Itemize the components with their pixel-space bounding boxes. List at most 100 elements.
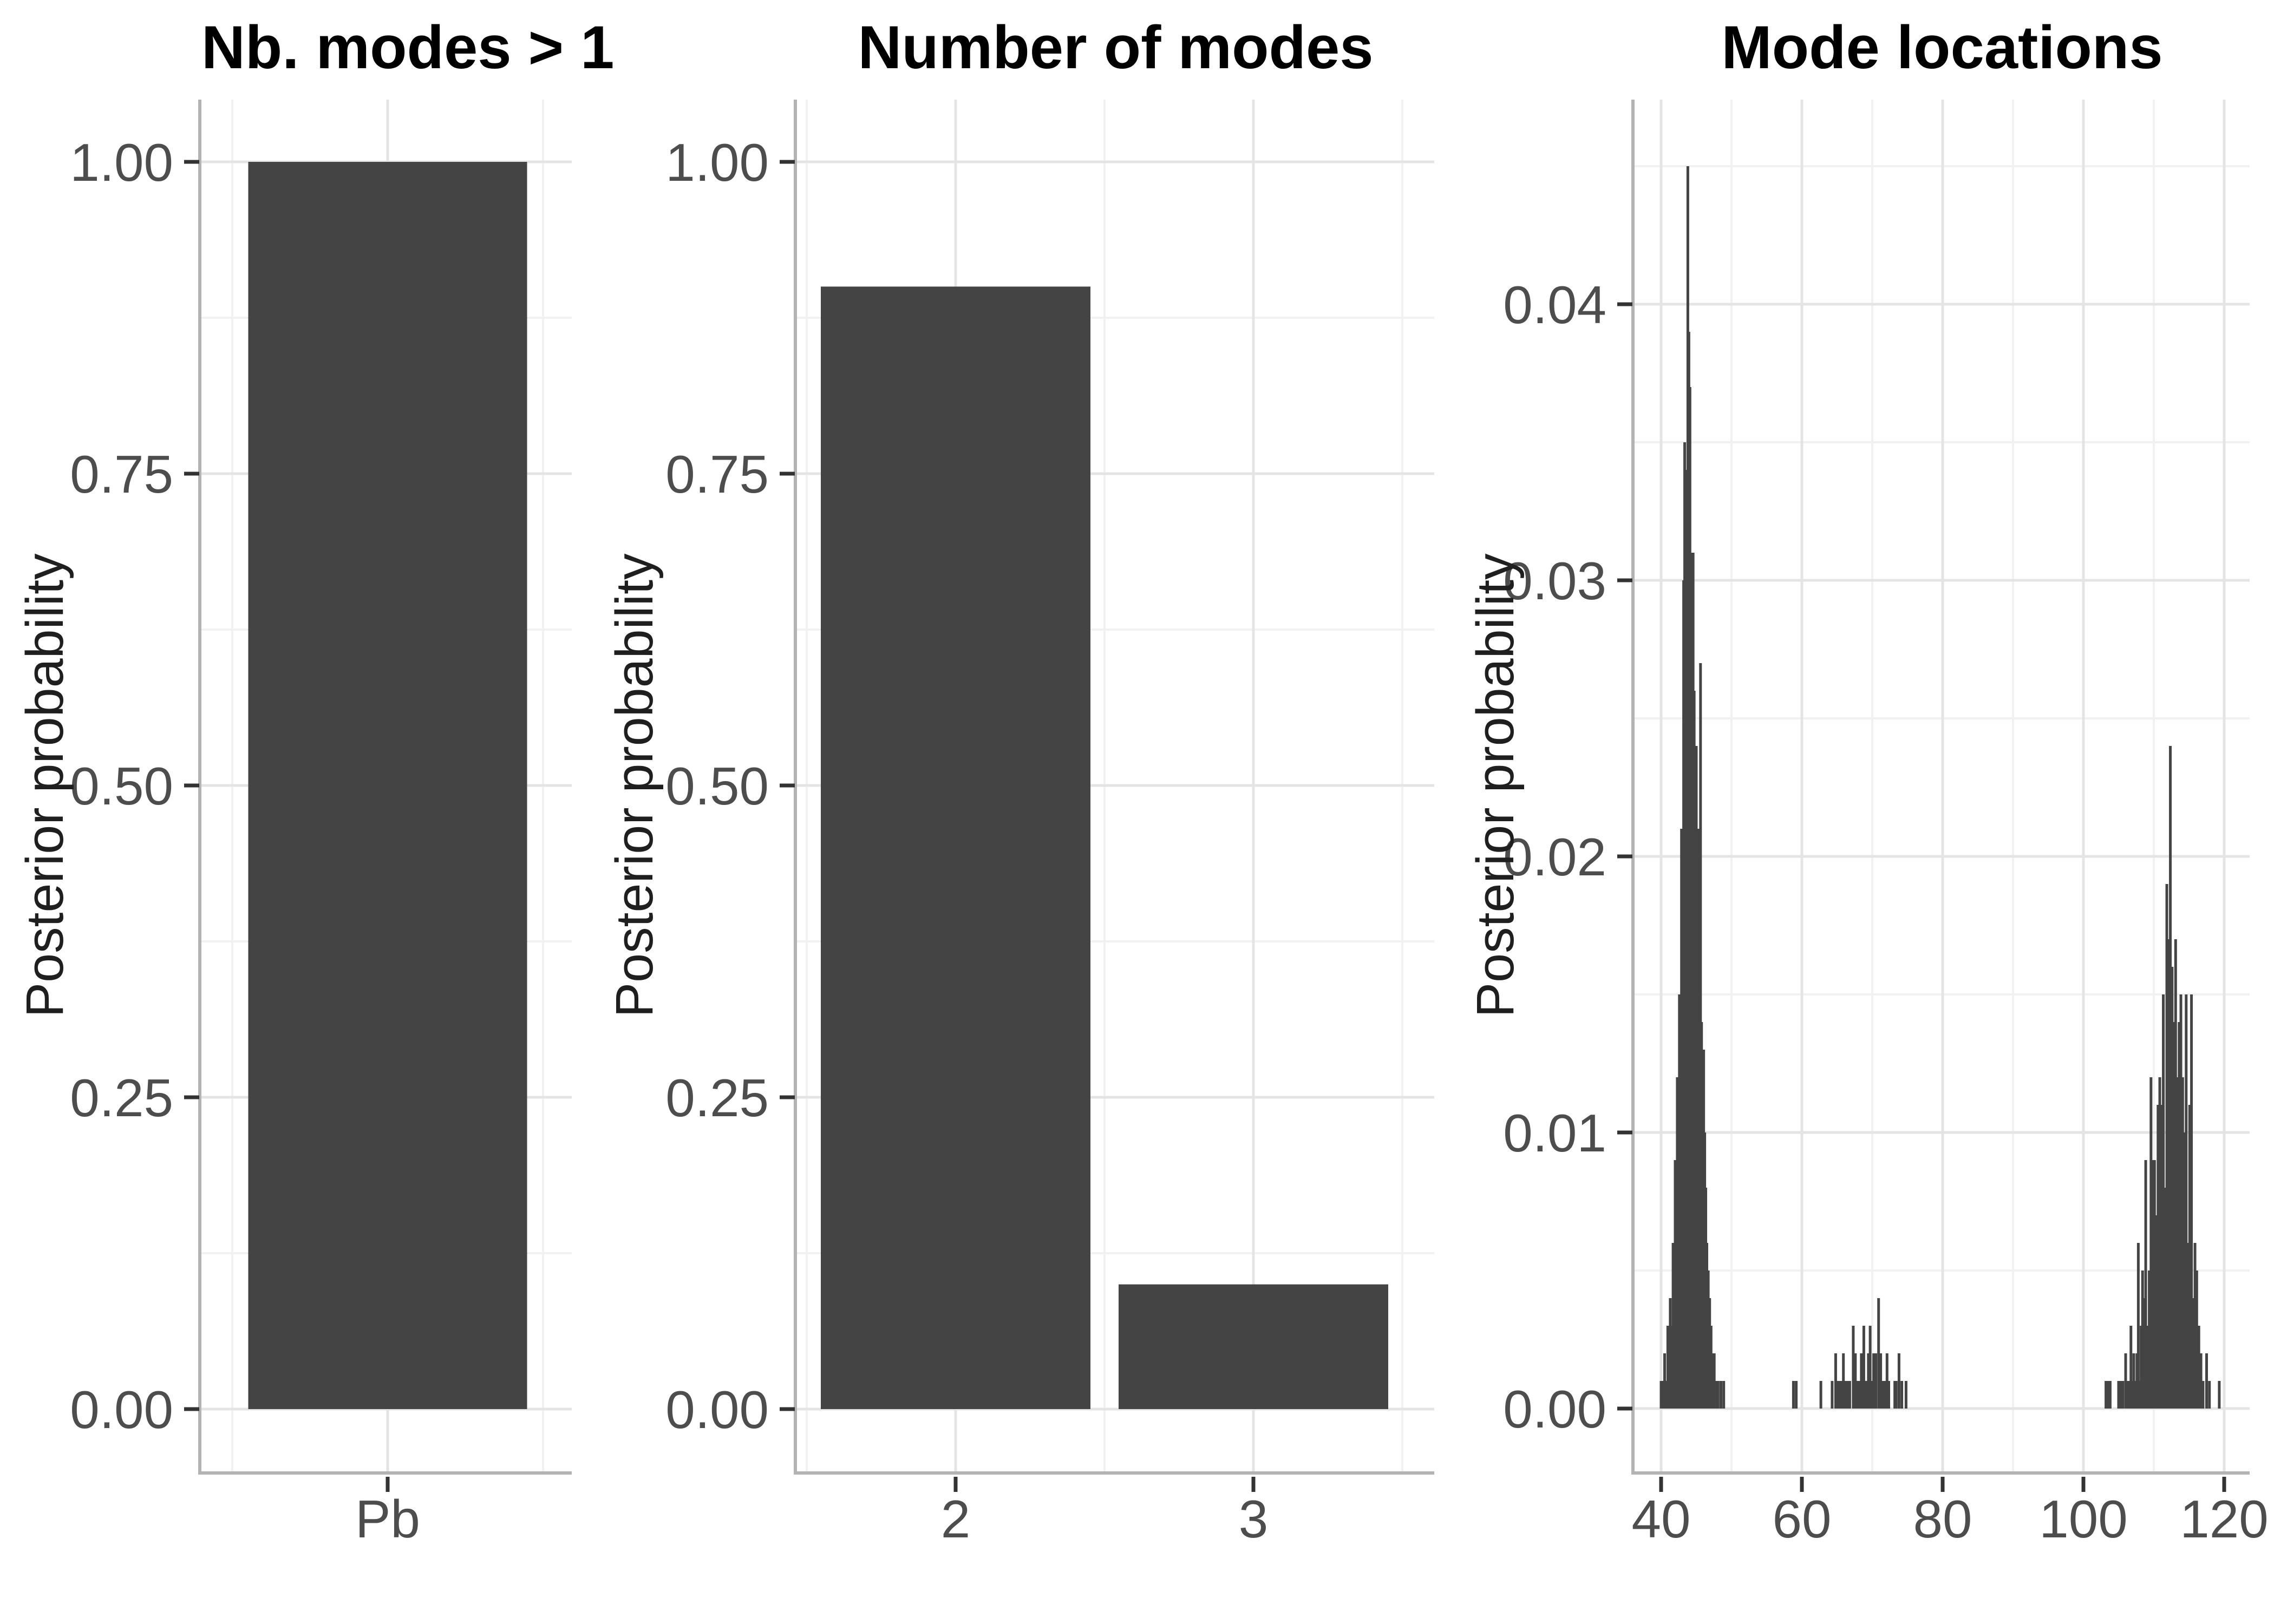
histogram-bar [2183, 1132, 2186, 1409]
histogram-bar [2128, 1381, 2131, 1409]
histogram-bar [1867, 1353, 1870, 1409]
bar-Pb [248, 162, 527, 1409]
histogram-bar [1847, 1381, 1850, 1409]
histogram-bar [2218, 1381, 2221, 1409]
y-tick-label: 0.00 [1503, 1379, 1606, 1439]
histogram-bar [1874, 1353, 1877, 1409]
histogram-bar [1848, 1381, 1851, 1409]
histogram-bar [1708, 1298, 1711, 1409]
histogram-bar [1661, 1381, 1664, 1409]
x-tick-label: 60 [1772, 1489, 1831, 1549]
histogram-bar [2195, 1271, 2198, 1409]
histogram-bar [1835, 1381, 1839, 1409]
histogram-bar [1716, 1381, 1720, 1409]
histogram-bar [2190, 994, 2193, 1409]
histogram-bar [1864, 1381, 1867, 1409]
histogram-bar [1842, 1353, 1845, 1409]
histogram-bar [1838, 1381, 1841, 1409]
histogram-bar [2135, 1353, 2139, 1409]
histogram-bar [2132, 1353, 2135, 1409]
histogram-bar [1880, 1381, 1884, 1409]
histogram-bar [1722, 1381, 1726, 1409]
histogram-bar [1834, 1353, 1837, 1409]
histogram-bar [1884, 1381, 1887, 1409]
histogram-bar [2197, 1326, 2200, 1409]
histogram-bar [1877, 1298, 1880, 1409]
histogram-bar [1843, 1381, 1846, 1409]
histogram-bar [2205, 1353, 2208, 1409]
histogram-bar [2181, 1077, 2184, 1409]
histogram-bar [2136, 1243, 2140, 1409]
histogram-bar [1879, 1353, 1883, 1409]
histogram-bar [2117, 1381, 2120, 1409]
histogram-bar [1663, 1353, 1666, 1409]
histogram-bar [2188, 1105, 2191, 1409]
y-tick-label: 0.50 [665, 756, 769, 816]
histogram-bar [1904, 1381, 1907, 1409]
histogram-bar [1870, 1381, 1873, 1409]
histogram-bar [2201, 1381, 2205, 1409]
histogram-bar [2119, 1381, 2122, 1409]
histogram-bar [2164, 1188, 2167, 1409]
y-tick-label: 1.00 [70, 133, 173, 192]
y-tick-label: 0.25 [665, 1068, 769, 1128]
histogram-bar [2124, 1353, 2127, 1409]
histogram-bar [2149, 1077, 2153, 1409]
histogram-bar [1894, 1381, 1898, 1409]
histogram-bar [2169, 746, 2172, 1409]
histogram-bar [1839, 1381, 1842, 1409]
histogram-bar [1667, 1353, 1670, 1409]
y-tick-label: 0.04 [1503, 275, 1606, 335]
histogram-bar [1845, 1381, 1848, 1409]
histogram-bar [2176, 1077, 2179, 1409]
x-tick-label: 40 [1631, 1489, 1690, 1549]
y-axis-label-mode-locations: Posterior probability [1466, 553, 1525, 1018]
histogram-bar [2171, 967, 2174, 1409]
y-tick-label: 0.50 [70, 756, 173, 816]
histogram-bar [2153, 1160, 2156, 1409]
histogram-bar [1659, 1381, 1663, 1409]
histogram-bar [1707, 1271, 1710, 1409]
histogram-bar [2167, 939, 2170, 1409]
histogram-bar [2165, 884, 2168, 1409]
chart-title-mode-locations: Mode locations [1721, 14, 2163, 81]
histogram-bar [2160, 1105, 2163, 1409]
histogram-bar [2105, 1381, 2108, 1409]
y-tick-label: 0.00 [70, 1380, 173, 1439]
chart-graphics-mode-locations: 0.00 0.01 0.02 0.03 0.04 40 60 80 100 120 [1503, 100, 2269, 1549]
histogram-bar [1792, 1381, 1795, 1409]
bar-3 [1119, 1284, 1388, 1409]
histogram-bar [2127, 1381, 2130, 1409]
histogram-bar [2178, 1022, 2181, 1409]
histogram-bar [1831, 1381, 1834, 1409]
histogram-bar [1885, 1353, 1889, 1409]
histogram-bar [1795, 1381, 1798, 1409]
histogram-bar [1670, 1326, 1673, 1409]
y-tick-label: 0.02 [1503, 827, 1606, 887]
histogram-bar [1893, 1381, 1897, 1409]
histogram-bar [1865, 1381, 1868, 1409]
histogram-bar [2141, 1271, 2144, 1409]
histogram-bar [1860, 1353, 1863, 1409]
histogram-bar [2186, 1243, 2190, 1409]
x-tick-label: 2 [941, 1489, 971, 1549]
histogram-bar [1868, 1326, 1872, 1409]
histogram-bar [1900, 1381, 1904, 1409]
histogram-bar [1706, 1243, 1708, 1409]
histogram-bar [1887, 1381, 1891, 1409]
chart-graphics-nb-modes-gt-1: 0.00 0.25 0.50 0.75 1.00 Pb [70, 100, 572, 1549]
histogram-bar [2129, 1326, 2133, 1409]
histogram-bar [1669, 1298, 1672, 1409]
histogram-bar [2144, 1160, 2147, 1409]
histogram-bar [2107, 1381, 2109, 1409]
x-tick-label: Pb [355, 1489, 420, 1549]
histogram-bar [1882, 1381, 1885, 1409]
histogram-bar [1720, 1381, 1722, 1409]
histogram-bar [2179, 994, 2182, 1409]
histogram-bar [2138, 1381, 2141, 1409]
y-axis-label-nb-modes: Posterior probability [15, 553, 74, 1018]
y-tick-label: 0.75 [665, 444, 769, 504]
histogram-bar [2158, 1077, 2161, 1409]
